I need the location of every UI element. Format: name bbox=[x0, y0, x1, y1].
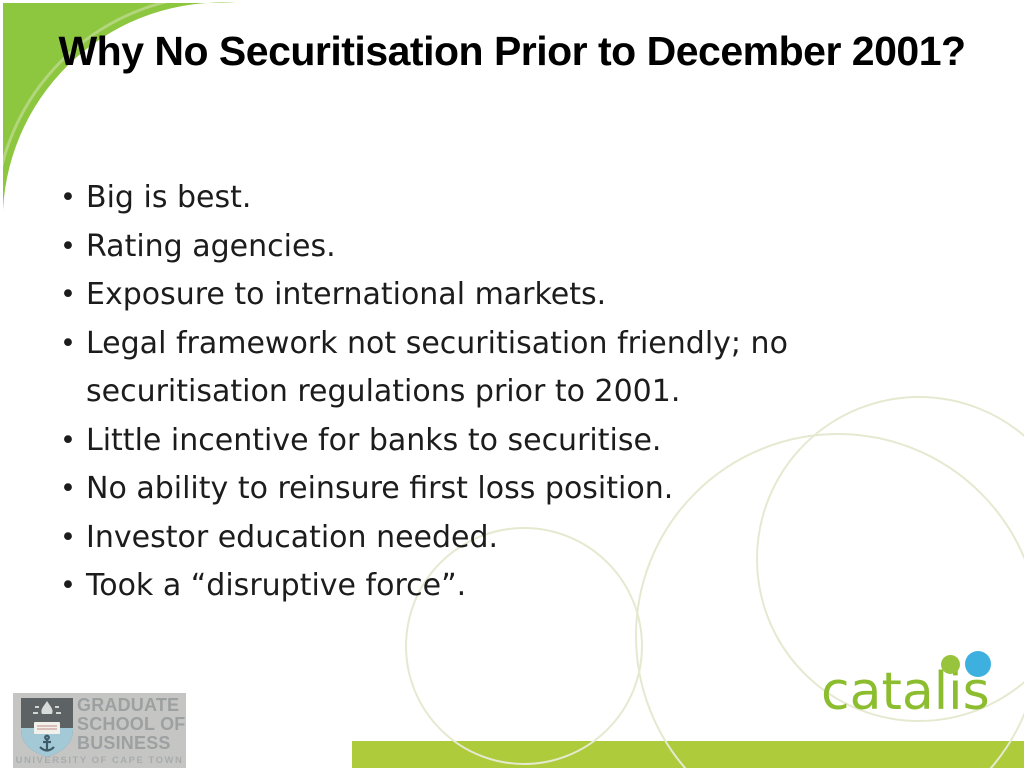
bottom-green-bar bbox=[352, 741, 1024, 768]
slide-title: Why No Securitisation Prior to December … bbox=[58, 28, 966, 74]
university-name: UNIVERSITY OF CAPE TOWN bbox=[15, 755, 184, 766]
catalis-green-dot-icon bbox=[941, 655, 960, 674]
catalis-logo: catalis bbox=[821, 662, 990, 722]
corner-wedge-decoration bbox=[3, 2, 236, 211]
bullet-item: No ability to reinsure first loss positi… bbox=[50, 465, 920, 514]
bullet-item: Took a “disruptive force”. bbox=[50, 562, 920, 611]
gsb-line: BUSINESS bbox=[77, 733, 171, 753]
bullet-item: Little incentive for banks to securitise… bbox=[50, 417, 920, 466]
uct-crest-icon bbox=[21, 698, 73, 757]
bullet-item: Investor education needed. bbox=[50, 514, 920, 563]
gsb-line: SCHOOL OF bbox=[77, 714, 186, 734]
gsb-line: GRADUATE bbox=[77, 695, 180, 715]
bullet-item: Big is best. bbox=[50, 174, 920, 223]
bullet-item: Rating agencies. bbox=[50, 223, 920, 272]
bullet-list: Big is best. Rating agencies. Exposure t… bbox=[50, 174, 920, 611]
gsb-logo-text: GRADUATE SCHOOL OF BUSINESS bbox=[77, 696, 185, 753]
bullet-item: Legal framework not securitisation frien… bbox=[50, 320, 920, 417]
gsb-logo: GRADUATE SCHOOL OF BUSINESS UNIVERSITY O… bbox=[13, 693, 186, 768]
catalis-blue-dot-icon bbox=[965, 651, 991, 677]
bullet-item: Exposure to international markets. bbox=[50, 271, 920, 320]
